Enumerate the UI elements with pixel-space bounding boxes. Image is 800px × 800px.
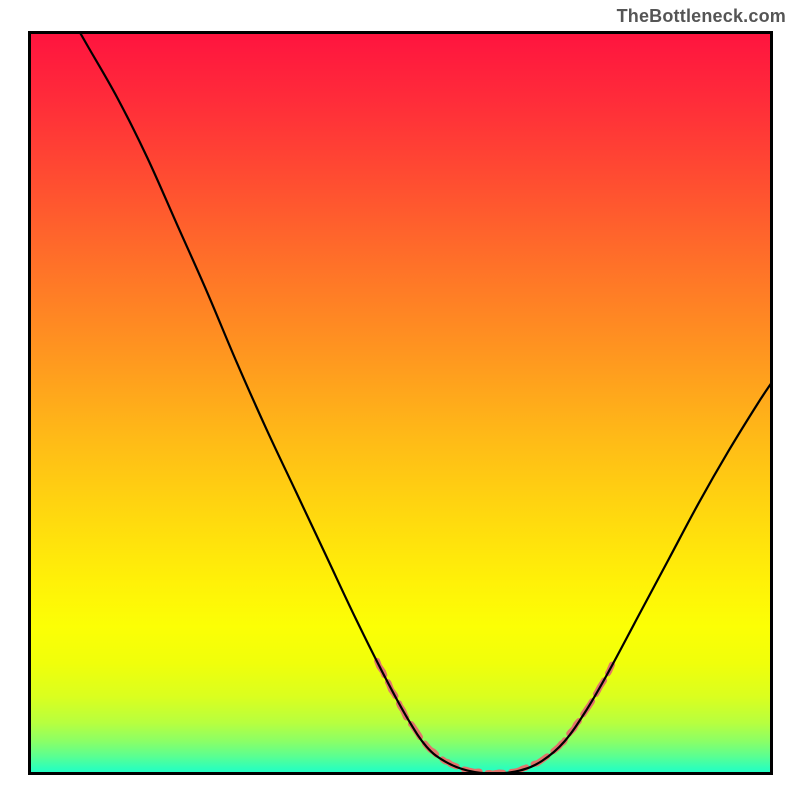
chart-frame: TheBottleneck.com	[0, 0, 800, 800]
plot-area	[28, 31, 773, 775]
bottleneck-curve-chart	[28, 31, 773, 775]
watermark-text: TheBottleneck.com	[617, 6, 786, 27]
